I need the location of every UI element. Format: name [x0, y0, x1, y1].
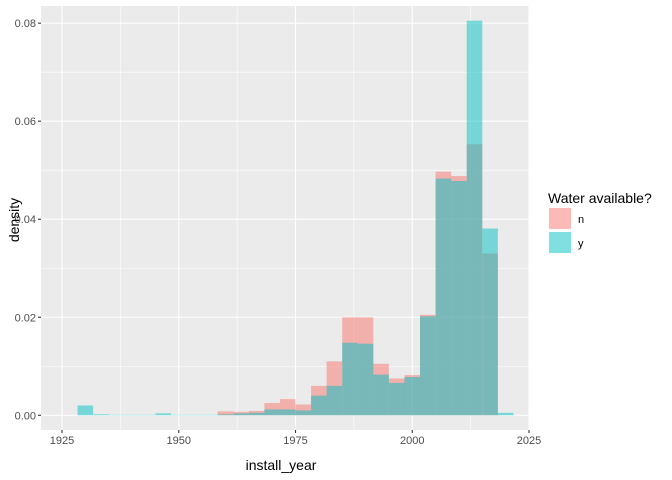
x-tick-label: 1950 — [167, 435, 191, 447]
y-axis-title: density — [6, 198, 22, 242]
legend: Water available? n y — [548, 190, 652, 253]
bar-y-1970 — [264, 409, 280, 416]
bar-y-1996.67 — [388, 382, 405, 416]
series-y-bars — [77, 20, 514, 416]
x-tick-label: 2000 — [400, 435, 424, 447]
bar-y-1930 — [77, 405, 94, 416]
bar-y-1990 — [357, 343, 374, 416]
bar-y-2006.67 — [435, 178, 452, 416]
bar-y-1933.33 — [93, 414, 109, 416]
bar-y-1986.67 — [342, 342, 358, 416]
bar-n-1976.67 — [295, 404, 312, 416]
x-tick-label: 2025 — [517, 435, 541, 447]
bar-y-1973.33 — [279, 409, 296, 416]
y-axis-ticks: 0.00 0.02 0.04 0.06 0.08 — [15, 18, 41, 422]
bar-y-1966.67 — [248, 412, 265, 416]
legend-label-y: y — [578, 238, 584, 250]
bar-y-2003.33 — [420, 316, 436, 416]
bar-y-1963.33 — [233, 413, 249, 416]
x-axis-ticks: 1925 1950 1975 2000 2025 — [50, 430, 541, 447]
bar-y-1983.33 — [326, 385, 343, 416]
bar-y-1976.67 — [295, 410, 312, 416]
legend-title: Water available? — [548, 190, 652, 206]
bar-y-2013.33 — [466, 20, 483, 416]
x-axis-title: install_year — [246, 457, 317, 473]
bar-y-1993.33 — [373, 374, 389, 416]
bar-y-1960 — [217, 414, 234, 416]
x-tick-label: 1925 — [50, 435, 74, 447]
legend-key-n — [549, 208, 571, 229]
bar-y-2016.67 — [482, 228, 498, 416]
legend-key-y — [549, 232, 571, 253]
y-tick-label: 0.08 — [15, 18, 36, 30]
bar-y-2000 — [404, 377, 421, 416]
legend-label-n: n — [578, 214, 584, 226]
bar-y-1980 — [311, 395, 327, 416]
bar-n-1960 — [217, 411, 234, 416]
y-tick-label: 0.06 — [15, 116, 36, 128]
y-tick-label: 0.04 — [15, 214, 36, 226]
bar-y-1946.67 — [155, 413, 171, 416]
y-tick-label: 0.02 — [15, 312, 36, 324]
bar-y-2020 — [497, 412, 514, 416]
bar-y-2010 — [451, 180, 467, 416]
x-tick-label: 1975 — [283, 435, 307, 447]
y-tick-label: 0.00 — [15, 410, 36, 422]
